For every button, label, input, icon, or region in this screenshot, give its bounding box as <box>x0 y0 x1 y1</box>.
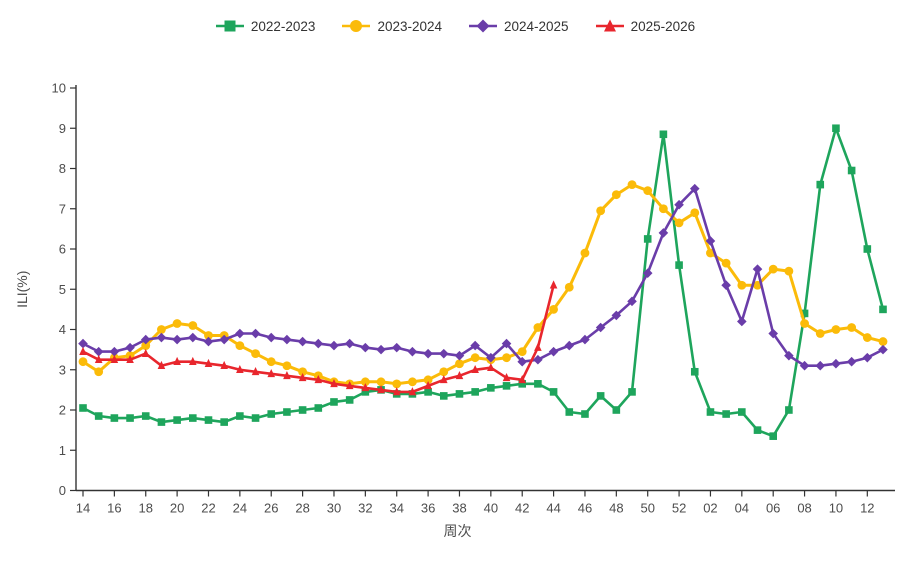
svg-text:周次: 周次 <box>444 523 472 539</box>
svg-text:22: 22 <box>201 501 215 516</box>
legend-marker-diamond-icon <box>469 19 497 33</box>
svg-text:50: 50 <box>640 501 654 516</box>
svg-text:02: 02 <box>703 501 717 516</box>
legend-marker-triangle-icon <box>595 19 624 32</box>
svg-text:10: 10 <box>52 81 66 96</box>
series-2024-2025 <box>78 183 888 371</box>
svg-text:7: 7 <box>59 201 66 216</box>
svg-text:8: 8 <box>59 161 66 176</box>
svg-text:44: 44 <box>546 501 560 516</box>
legend-marker-square-icon <box>215 20 244 32</box>
svg-text:12: 12 <box>860 501 874 516</box>
svg-text:38: 38 <box>452 501 466 516</box>
legend-item-2022-2023[interactable]: 2022-2023 <box>215 18 316 34</box>
svg-text:46: 46 <box>578 501 592 516</box>
svg-text:9: 9 <box>59 121 66 136</box>
svg-text:14: 14 <box>76 501 90 516</box>
svg-text:5: 5 <box>59 282 66 297</box>
svg-text:08: 08 <box>797 501 811 516</box>
legend-marker-circle-icon <box>342 20 371 32</box>
svg-text:10: 10 <box>829 501 843 516</box>
svg-text:24: 24 <box>233 501 247 516</box>
legend-item-2025-2026[interactable]: 2025-2026 <box>595 18 696 34</box>
series-2023-2024 <box>78 180 888 389</box>
chart-legend: 2022-2023 2023-2024 2024-2025 2025-2026 <box>0 18 910 34</box>
svg-text:16: 16 <box>107 501 121 516</box>
svg-text:32: 32 <box>358 501 372 516</box>
svg-text:6: 6 <box>59 242 66 257</box>
svg-text:20: 20 <box>170 501 184 516</box>
svg-text:40: 40 <box>484 501 498 516</box>
svg-text:30: 30 <box>327 501 341 516</box>
svg-text:26: 26 <box>264 501 278 516</box>
svg-text:06: 06 <box>766 501 780 516</box>
svg-text:42: 42 <box>515 501 529 516</box>
legend-label-2024-2025: 2024-2025 <box>504 18 569 34</box>
svg-text:34: 34 <box>389 501 403 516</box>
svg-text:2: 2 <box>59 403 66 418</box>
svg-text:4: 4 <box>59 322 66 337</box>
svg-text:18: 18 <box>139 501 153 516</box>
svg-text:04: 04 <box>735 501 749 516</box>
legend-label-2025-2026: 2025-2026 <box>630 18 696 34</box>
svg-text:52: 52 <box>672 501 686 516</box>
legend-label-2023-2024: 2023-2024 <box>377 18 442 34</box>
legend-item-2024-2025[interactable]: 2024-2025 <box>468 18 569 34</box>
series-2022-2023 <box>79 124 887 440</box>
svg-text:48: 48 <box>609 501 623 516</box>
svg-text:ILI(%): ILI(%) <box>14 271 30 308</box>
svg-text:36: 36 <box>421 501 435 516</box>
legend-label-2022-2023: 2022-2023 <box>250 18 316 34</box>
legend-item-2023-2024[interactable]: 2023-2024 <box>341 18 442 34</box>
svg-text:1: 1 <box>59 443 66 458</box>
svg-text:28: 28 <box>295 501 309 516</box>
series-2025-2026 <box>79 280 558 396</box>
svg-text:0: 0 <box>59 483 66 498</box>
svg-text:3: 3 <box>59 362 66 377</box>
